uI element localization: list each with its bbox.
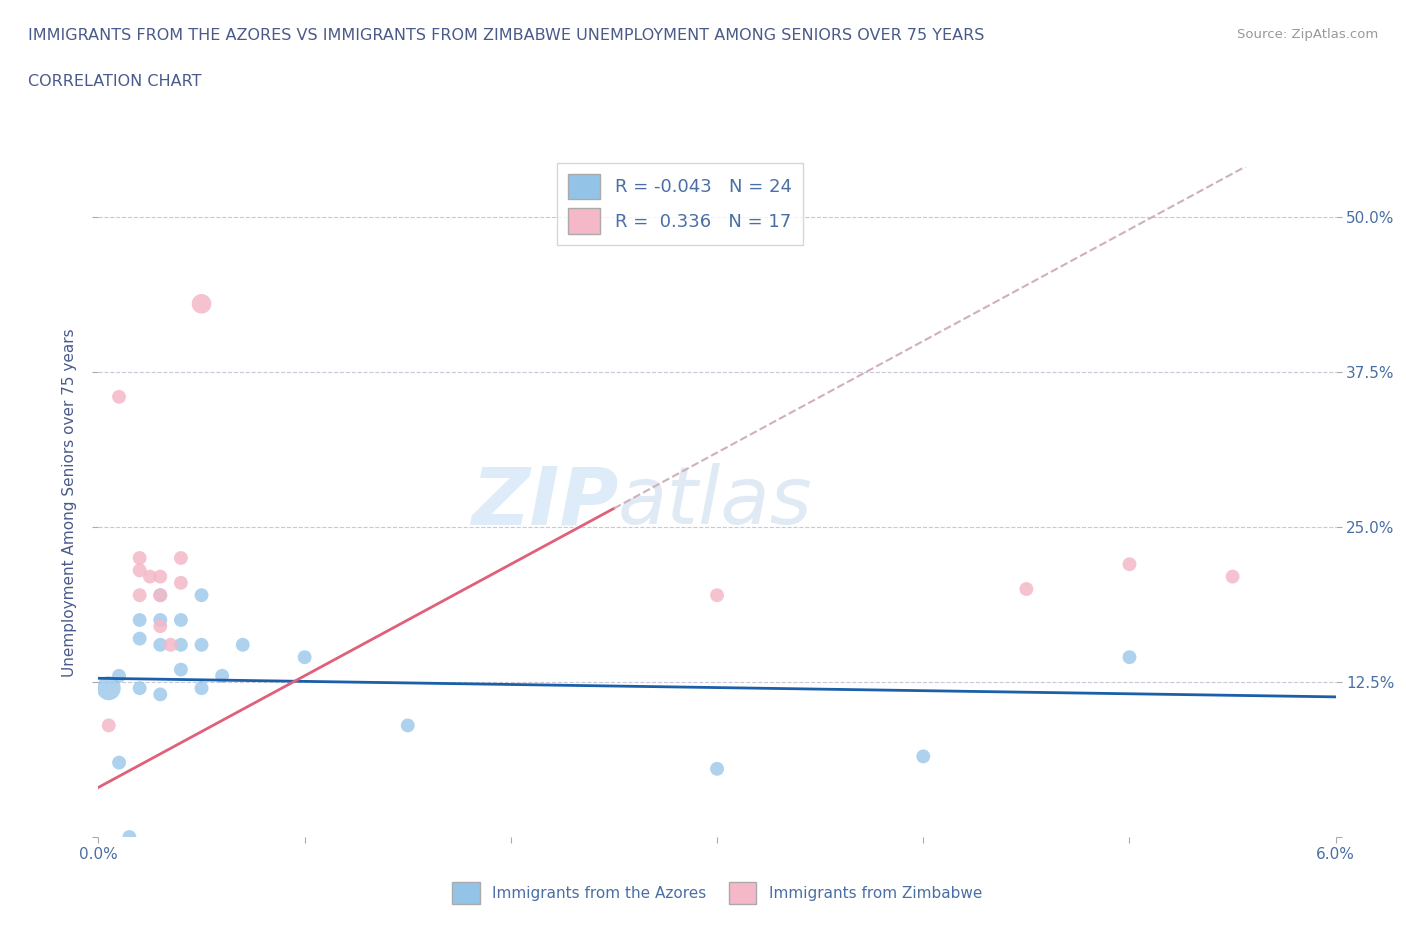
Point	[108, 669, 131, 684]
Point	[139, 569, 162, 584]
Point	[706, 588, 728, 603]
Point	[118, 830, 141, 844]
Point	[149, 637, 172, 652]
Point	[128, 631, 150, 646]
Point	[1222, 569, 1244, 584]
Point	[1015, 581, 1038, 596]
Point	[294, 650, 316, 665]
Point	[170, 662, 193, 677]
Text: ZIP: ZIP	[471, 463, 619, 541]
Point	[1118, 557, 1140, 572]
Point	[97, 681, 120, 696]
Point	[149, 588, 172, 603]
Point	[170, 551, 193, 565]
Point	[128, 588, 150, 603]
Point	[190, 588, 212, 603]
Point	[108, 390, 131, 405]
Point	[170, 613, 193, 628]
Text: atlas: atlas	[619, 463, 813, 541]
Point	[211, 669, 233, 684]
Point	[1118, 650, 1140, 665]
Point	[159, 637, 181, 652]
Point	[149, 618, 172, 633]
Point	[912, 749, 935, 764]
Legend: Immigrants from the Azores, Immigrants from Zimbabwe: Immigrants from the Azores, Immigrants f…	[446, 876, 988, 910]
Point	[149, 588, 172, 603]
Point	[149, 569, 172, 584]
Point	[128, 551, 150, 565]
Point	[128, 613, 150, 628]
Point	[190, 681, 212, 696]
Text: CORRELATION CHART: CORRELATION CHART	[28, 74, 201, 89]
Point	[108, 755, 131, 770]
Point	[149, 613, 172, 628]
Point	[149, 687, 172, 702]
Point	[97, 718, 120, 733]
Point	[706, 762, 728, 777]
Point	[232, 637, 254, 652]
Point	[170, 576, 193, 591]
Point	[190, 297, 212, 312]
Y-axis label: Unemployment Among Seniors over 75 years: Unemployment Among Seniors over 75 years	[62, 328, 77, 676]
Point	[128, 681, 150, 696]
Point	[128, 563, 150, 578]
Point	[396, 718, 419, 733]
Text: IMMIGRANTS FROM THE AZORES VS IMMIGRANTS FROM ZIMBABWE UNEMPLOYMENT AMONG SENIOR: IMMIGRANTS FROM THE AZORES VS IMMIGRANTS…	[28, 28, 984, 43]
Text: Source: ZipAtlas.com: Source: ZipAtlas.com	[1237, 28, 1378, 41]
Point	[170, 637, 193, 652]
Point	[190, 637, 212, 652]
